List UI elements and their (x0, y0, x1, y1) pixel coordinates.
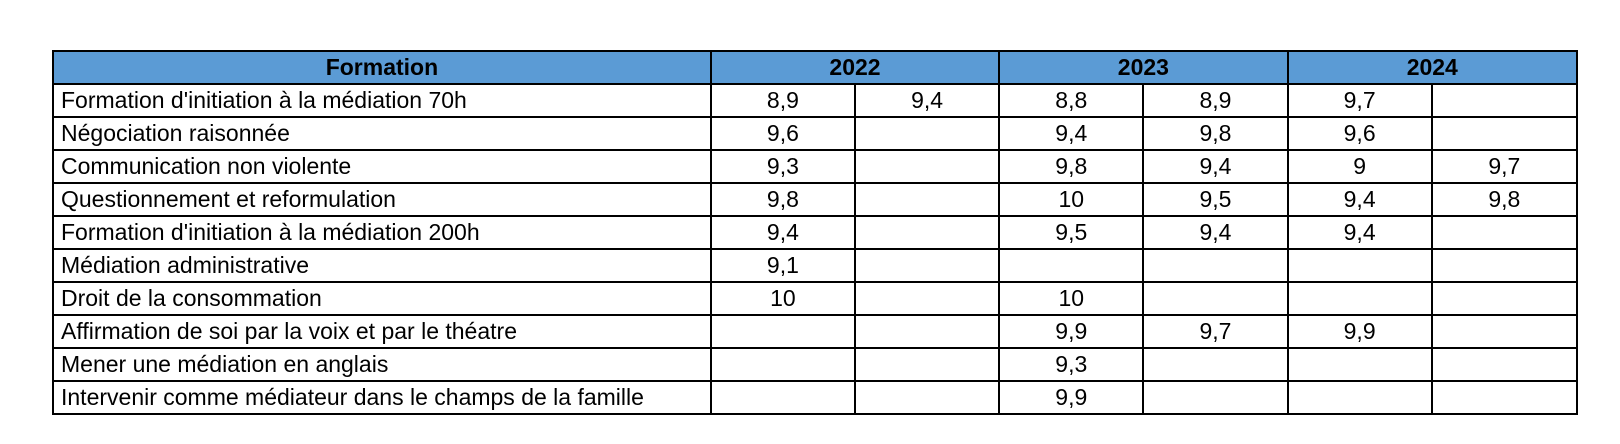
table-row: Médiation administrative 9,1 (52, 248, 1579, 283)
score-cell (853, 380, 1001, 415)
table-row: Intervenir comme médiateur dans le champ… (52, 380, 1579, 415)
score-cell: 9,8 (1142, 116, 1289, 151)
score-cell (853, 281, 1001, 316)
score-cell (853, 182, 1001, 217)
score-cell: 9,8 (1430, 182, 1579, 217)
row-label: Affirmation de soi par la voix et par le… (52, 314, 712, 349)
ratings-table: Formation 2022 2023 2024 Formation d'ini… (52, 50, 1579, 415)
table-row: Mener une médiation en anglais 9,3 (52, 347, 1579, 382)
table-row: Affirmation de soi par la voix et par le… (52, 314, 1579, 349)
score-cell (1430, 83, 1579, 118)
row-label: Formation d'initiation à la médiation 70… (52, 83, 712, 118)
score-cell: 9,7 (1286, 83, 1433, 118)
header-year-2022: 2022 (709, 50, 1001, 85)
row-label: Mener une médiation en anglais (52, 347, 712, 382)
row-label: Questionnement et reformulation (52, 182, 712, 217)
score-cell: 9,9 (1286, 314, 1433, 349)
row-label: Formation d'initiation à la médiation 20… (52, 215, 712, 250)
score-cell: 9,8 (709, 182, 857, 217)
score-cell (1430, 380, 1579, 415)
score-cell (1430, 248, 1579, 283)
score-cell: 9,8 (998, 149, 1145, 184)
header-formation: Formation (52, 50, 712, 85)
table-row: Formation d'initiation à la médiation 70… (52, 83, 1579, 118)
score-cell: 8,9 (709, 83, 857, 118)
score-cell (1142, 248, 1289, 283)
score-cell (709, 314, 857, 349)
score-cell (1142, 380, 1289, 415)
score-cell: 9,5 (1142, 182, 1289, 217)
score-cell: 9,4 (1142, 149, 1289, 184)
score-cell (1430, 215, 1579, 250)
score-cell (1142, 347, 1289, 382)
score-cell (1286, 347, 1433, 382)
score-cell: 8,9 (1142, 83, 1289, 118)
score-cell: 9,4 (853, 83, 1001, 118)
score-cell: 9,4 (709, 215, 857, 250)
score-cell (1286, 281, 1433, 316)
table-row: Communication non violente 9,3 9,8 9,4 9 9,7 (52, 149, 1579, 184)
row-label: Communication non violente (52, 149, 712, 184)
score-cell (853, 149, 1001, 184)
score-cell (1430, 116, 1579, 151)
score-cell (853, 116, 1001, 151)
score-cell (709, 380, 857, 415)
score-cell: 10 (998, 182, 1145, 217)
score-cell: 9,3 (998, 347, 1145, 382)
score-cell (853, 248, 1001, 283)
header-row: Formation 2022 2023 2024 (52, 50, 1579, 85)
table-row: Formation d'initiation à la médiation 20… (52, 215, 1579, 250)
table-body: Formation d'initiation à la médiation 70… (52, 83, 1579, 415)
score-cell: 9,7 (1142, 314, 1289, 349)
score-cell: 9,5 (998, 215, 1145, 250)
row-label: Droit de la consommation (52, 281, 712, 316)
score-cell: 9,1 (709, 248, 857, 283)
row-label: Intervenir comme médiateur dans le champ… (52, 380, 712, 415)
header-year-2023: 2023 (998, 50, 1289, 85)
table-row: Négociation raisonnée 9,6 9,4 9,8 9,6 (52, 116, 1579, 151)
score-cell: 9,7 (1430, 149, 1579, 184)
score-cell (853, 215, 1001, 250)
score-cell: 10 (709, 281, 857, 316)
table-row: Droit de la consommation 10 10 (52, 281, 1579, 316)
score-cell: 9 (1286, 149, 1433, 184)
header-year-2024: 2024 (1286, 50, 1579, 85)
score-cell (1430, 281, 1579, 316)
score-cell: 9,6 (709, 116, 857, 151)
score-cell: 8,8 (998, 83, 1145, 118)
score-cell: 9,4 (998, 116, 1145, 151)
score-cell (998, 248, 1145, 283)
score-cell: 9,4 (1286, 182, 1433, 217)
row-label: Médiation administrative (52, 248, 712, 283)
score-cell (853, 314, 1001, 349)
score-cell (853, 347, 1001, 382)
score-cell: 9,3 (709, 149, 857, 184)
score-cell (709, 347, 857, 382)
score-cell (1430, 314, 1579, 349)
score-cell: 9,9 (998, 380, 1145, 415)
score-cell (1286, 380, 1433, 415)
score-cell: 9,4 (1142, 215, 1289, 250)
score-cell (1142, 281, 1289, 316)
score-cell (1286, 248, 1433, 283)
row-label: Négociation raisonnée (52, 116, 712, 151)
score-cell: 9,4 (1286, 215, 1433, 250)
table-row: Questionnement et reformulation 9,8 10 9,5 9… (52, 182, 1579, 217)
score-cell (1430, 347, 1579, 382)
score-cell: 10 (998, 281, 1145, 316)
score-cell: 9,9 (998, 314, 1145, 349)
score-cell: 9,6 (1286, 116, 1433, 151)
